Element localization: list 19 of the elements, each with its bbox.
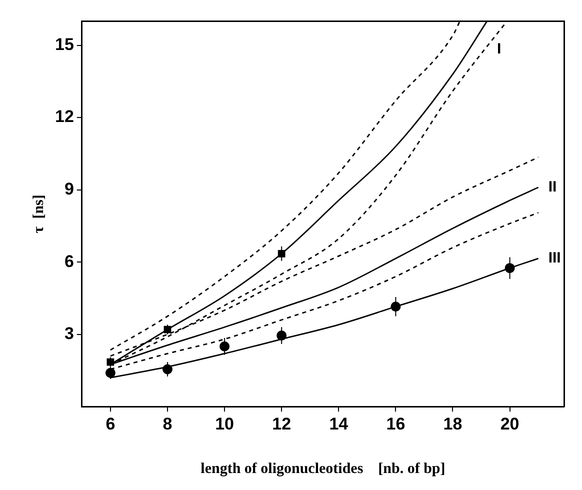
x-tick-label: 18 <box>443 414 462 434</box>
x-tick-label: 8 <box>162 414 172 434</box>
x-tick-label: 16 <box>386 414 406 434</box>
x-tick-label: 6 <box>106 414 116 434</box>
x-tick-label: 14 <box>329 414 349 434</box>
y-tick-label: 15 <box>54 34 74 54</box>
y-tick-label: 12 <box>54 107 74 126</box>
y-tick-label: 6 <box>64 252 74 271</box>
point <box>278 250 286 258</box>
series-label: III <box>548 250 561 267</box>
y-tick-label: 9 <box>64 180 74 198</box>
x-tick-label: 12 <box>272 414 292 434</box>
series-label: I <box>496 40 502 58</box>
y-axis-title: τ [ns] <box>30 194 47 234</box>
x-tick-label: 10 <box>215 414 234 434</box>
series-label: II <box>548 178 557 196</box>
x-axis-title: length of oligonucleotides [nb. of bp] <box>200 460 446 477</box>
x-tick-label: 20 <box>500 414 520 434</box>
y-tick-label: 3 <box>64 324 74 344</box>
